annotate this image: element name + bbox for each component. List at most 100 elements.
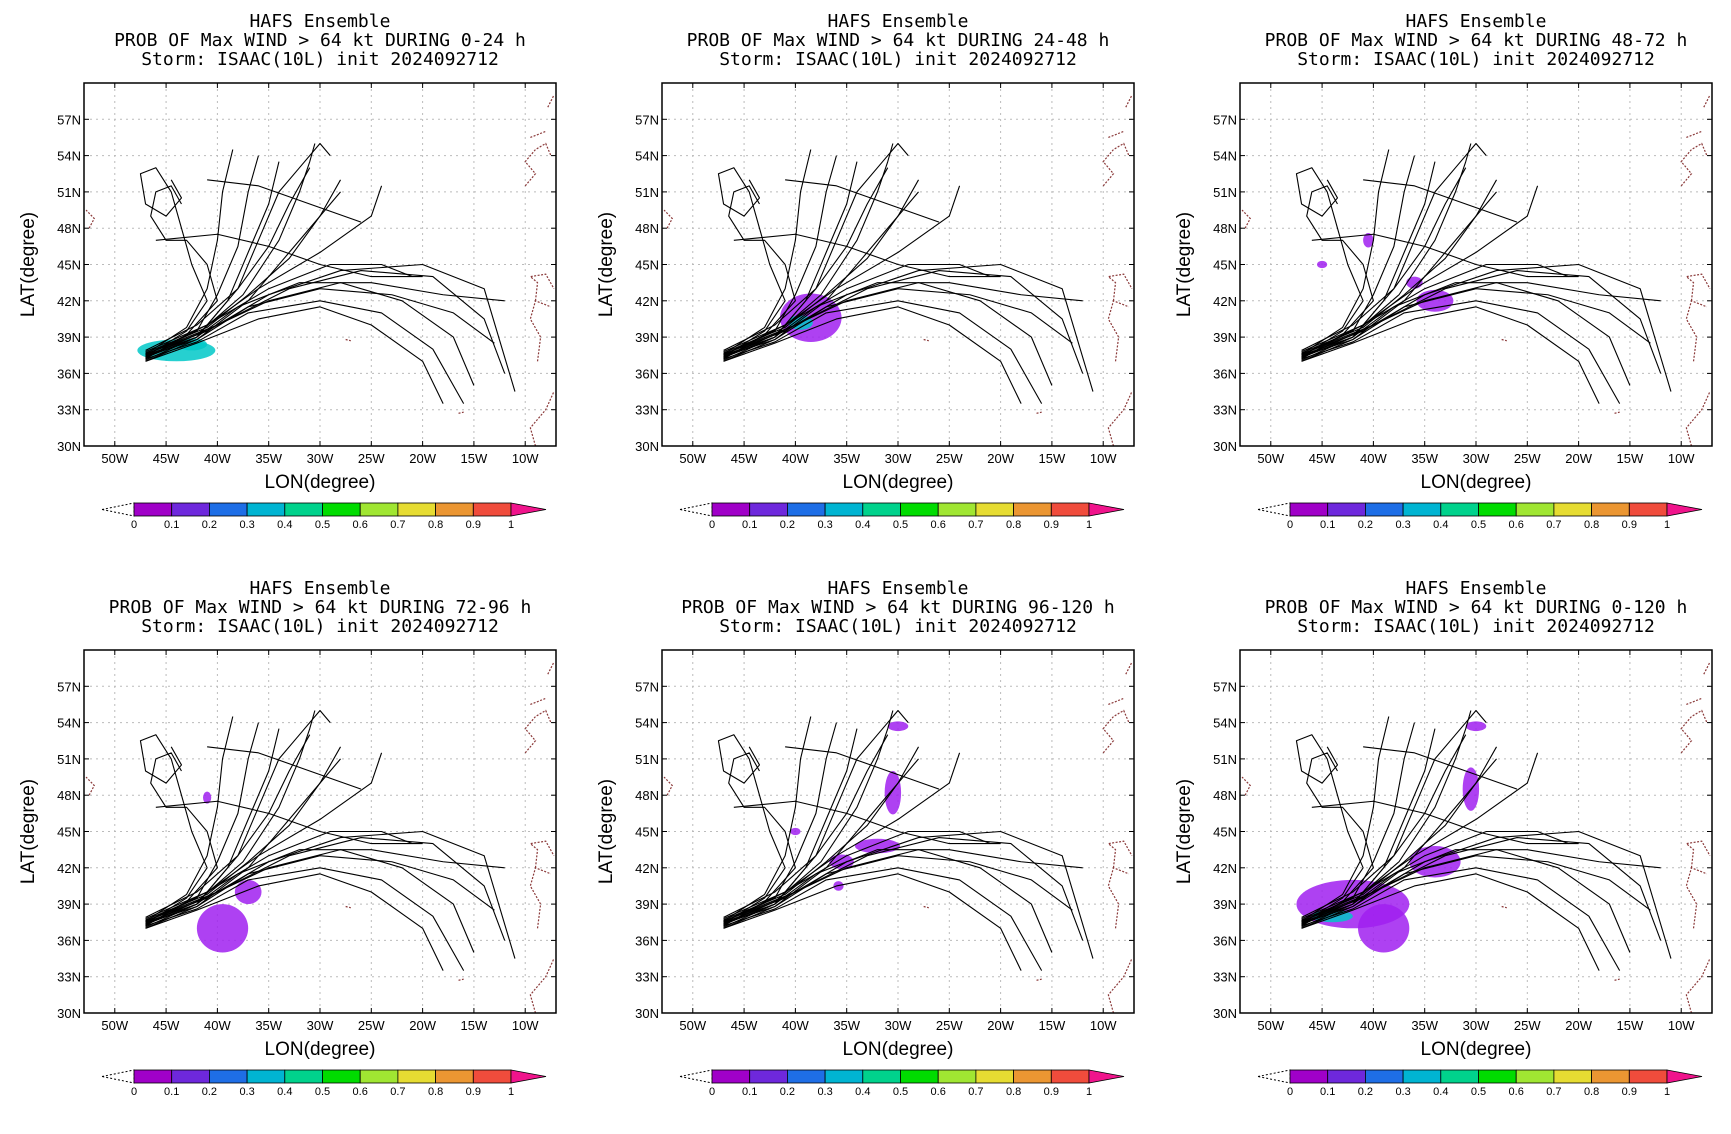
coastline: [1106, 273, 1133, 301]
coastline: [1108, 130, 1124, 139]
colorbar-label: 0.1: [742, 1086, 757, 1098]
chart-subtitle: PROB OF Max WIND > 64 kt DURING 0-120 h: [1265, 597, 1688, 618]
ensemble-track: [1301, 873, 1600, 971]
probability-region: [234, 879, 262, 905]
y-tick-label: 48N: [1213, 221, 1237, 236]
probability-region: [884, 771, 902, 815]
coastline: [1501, 905, 1507, 909]
ensemble-track: [723, 830, 1094, 959]
colorbar: 0 0.1 0.2 0.3 0.4 0.5 0.6 0.7 0.8 0.9 1: [101, 502, 547, 531]
colorbar-segment: [435, 1069, 474, 1084]
y-tick-label: 36N: [1213, 933, 1237, 948]
coastline: [1684, 273, 1711, 301]
ensemble-track: [1301, 263, 1672, 392]
x-tick-label: 10W: [512, 451, 539, 466]
plot-area: [1240, 83, 1712, 446]
coastline: [1685, 958, 1711, 1013]
colorbar-label: 0.2: [1358, 519, 1373, 531]
colorbar-segment: [1365, 1069, 1404, 1084]
y-tick-label: 45N: [57, 258, 81, 273]
colorbar-segment: [397, 1069, 436, 1084]
colorbar-segment: [824, 1069, 864, 1084]
colorbar-segment: [284, 1069, 323, 1084]
colorbar-label: 0.7: [1546, 519, 1561, 531]
x-tick-label: 25W: [1514, 451, 1541, 466]
x-tick-label: 20W: [409, 1018, 436, 1033]
colorbar-label: 0.5: [893, 1086, 908, 1098]
ensemble-track: [717, 734, 786, 924]
colorbar-label: 0: [709, 519, 715, 531]
x-tick-label: 50W: [1257, 451, 1284, 466]
colorbar-segment: [862, 502, 901, 517]
x-tick-label: 50W: [101, 451, 128, 466]
y-tick-label: 54N: [635, 716, 659, 731]
y-tick-label: 54N: [1213, 149, 1237, 164]
coastline: [547, 661, 555, 675]
colorbar-over-arrow: [1666, 1069, 1703, 1084]
ensemble-track: [145, 849, 505, 923]
y-tick-label: 33N: [57, 403, 81, 418]
colorbar-segment: [133, 502, 173, 517]
x-tick-label: 50W: [101, 1018, 128, 1033]
y-tick-label: 30N: [635, 1006, 659, 1021]
y-tick-label: 54N: [57, 716, 81, 731]
ensemble-track: [723, 155, 837, 356]
x-tick-label: 40W: [204, 451, 231, 466]
colorbar-segment: [208, 1069, 248, 1084]
x-tick-label: 30W: [307, 1018, 334, 1033]
ensemble-track: [1301, 830, 1569, 923]
colorbar-label: 0.5: [315, 1086, 330, 1098]
coastline: [663, 776, 673, 796]
colorbar-under-arrow: [1257, 1069, 1291, 1084]
ensemble-track: [145, 752, 383, 920]
x-axis-label: LON(degree): [265, 1039, 376, 1060]
colorbar-segment: [435, 502, 474, 517]
ensemble-track: [1301, 269, 1662, 374]
coastline: [1241, 209, 1251, 229]
coastline: [1686, 130, 1702, 139]
ensemble-track: [1363, 746, 1518, 790]
probability-region: [1316, 260, 1328, 269]
chart-title: HAFS Ensemble: [828, 11, 969, 32]
coastline: [1125, 94, 1133, 108]
ensemble-track: [145, 710, 316, 926]
x-axis-label: LON(degree): [843, 1039, 954, 1060]
colorbar-segment: [824, 502, 864, 517]
y-tick-label: 30N: [57, 439, 81, 454]
ensemble-track: [145, 758, 341, 929]
colorbar-segment: [900, 1069, 939, 1084]
ensemble-track: [145, 143, 316, 359]
x-tick-label: 15W: [1617, 1018, 1644, 1033]
ensemble-track: [155, 800, 423, 845]
colorbar-label: 0.6: [1509, 1086, 1524, 1098]
colorbar-segment: [1515, 502, 1555, 517]
ensemble-track: [1301, 282, 1661, 356]
x-tick-label: 35W: [1411, 451, 1438, 466]
x-axis-label: LON(degree): [843, 472, 954, 493]
colorbar-label: 0.7: [390, 1086, 405, 1098]
colorbar-label: 0.9: [1044, 519, 1059, 531]
coastline: [555, 365, 556, 368]
colorbar-label: 0.9: [1622, 1086, 1637, 1098]
colorbar-label: 1: [508, 1086, 514, 1098]
x-tick-label: 15W: [1039, 451, 1066, 466]
coastline: [1133, 932, 1134, 935]
coastline: [923, 338, 929, 342]
colorbar-label: 0.7: [1546, 1086, 1561, 1098]
chart-subtitle: PROB OF Max WIND > 64 kt DURING 48-72 h: [1265, 30, 1688, 51]
x-tick-label: 40W: [1360, 451, 1387, 466]
ensemble-track: [723, 191, 919, 362]
colorbar-segment: [787, 1069, 826, 1084]
y-tick-label: 42N: [57, 294, 81, 309]
x-tick-label: 50W: [679, 1018, 706, 1033]
colorbar: 0 0.1 0.2 0.3 0.4 0.5 0.6 0.7 0.8 0.9 1: [679, 502, 1125, 531]
colorbar-label: 0.2: [1358, 1086, 1373, 1098]
coastline: [1703, 94, 1711, 108]
ensemble-track: [1301, 300, 1621, 404]
storm-label: Storm: ISAAC(10L) init 2024092712: [719, 616, 1077, 637]
colorbar-label: 0: [709, 1086, 715, 1098]
colorbar-label: 0.2: [202, 519, 217, 531]
